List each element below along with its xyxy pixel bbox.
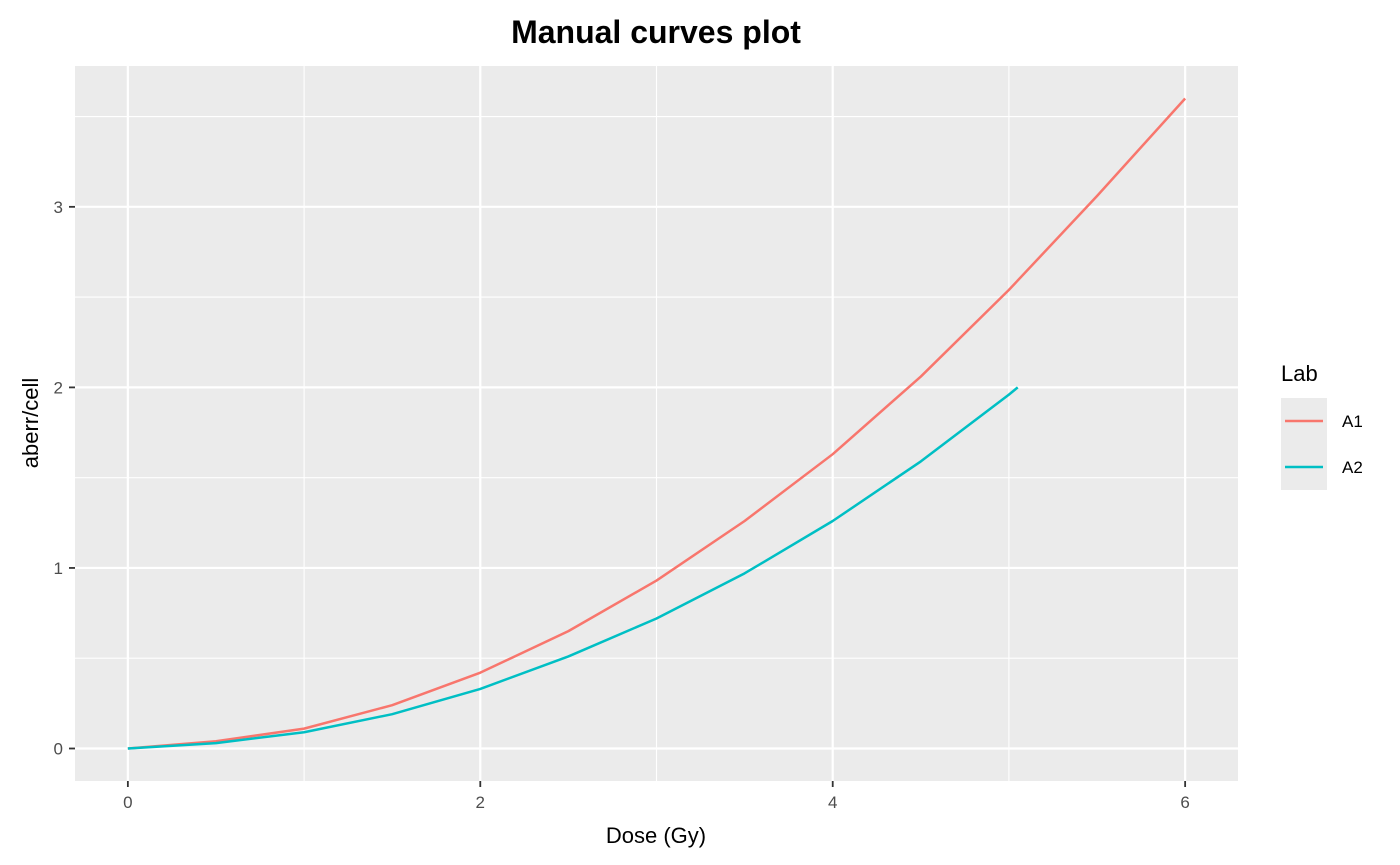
series-lines <box>127 97 1187 750</box>
legend-label-a1: A1 <box>1342 412 1363 431</box>
y-tick-label: 3 <box>54 198 63 217</box>
x-tick-label: 2 <box>476 793 485 812</box>
major-gridlines <box>75 66 1238 781</box>
x-axis-ticks: 0 2 4 6 <box>123 781 1190 812</box>
minor-gridlines <box>75 66 1238 781</box>
y-tick-label: 2 <box>54 378 63 397</box>
x-axis-title: Dose (Gy) <box>606 823 706 848</box>
y-tick-label: 0 <box>54 740 63 759</box>
y-axis-ticks: 0 1 2 3 <box>54 198 75 759</box>
x-tick-label: 6 <box>1180 793 1189 812</box>
y-tick-label: 1 <box>54 559 63 578</box>
legend: Lab A1 A2 <box>1281 361 1363 490</box>
series-line-a1 <box>127 97 1187 750</box>
x-tick-label: 0 <box>123 793 132 812</box>
legend-title: Lab <box>1281 361 1318 386</box>
chart-title: Manual curves plot <box>511 14 801 50</box>
legend-label-a2: A2 <box>1342 458 1363 477</box>
x-tick-label: 4 <box>828 793 837 812</box>
series-line-a2 <box>127 386 1019 750</box>
y-axis-title: aberr/cell <box>18 378 43 468</box>
